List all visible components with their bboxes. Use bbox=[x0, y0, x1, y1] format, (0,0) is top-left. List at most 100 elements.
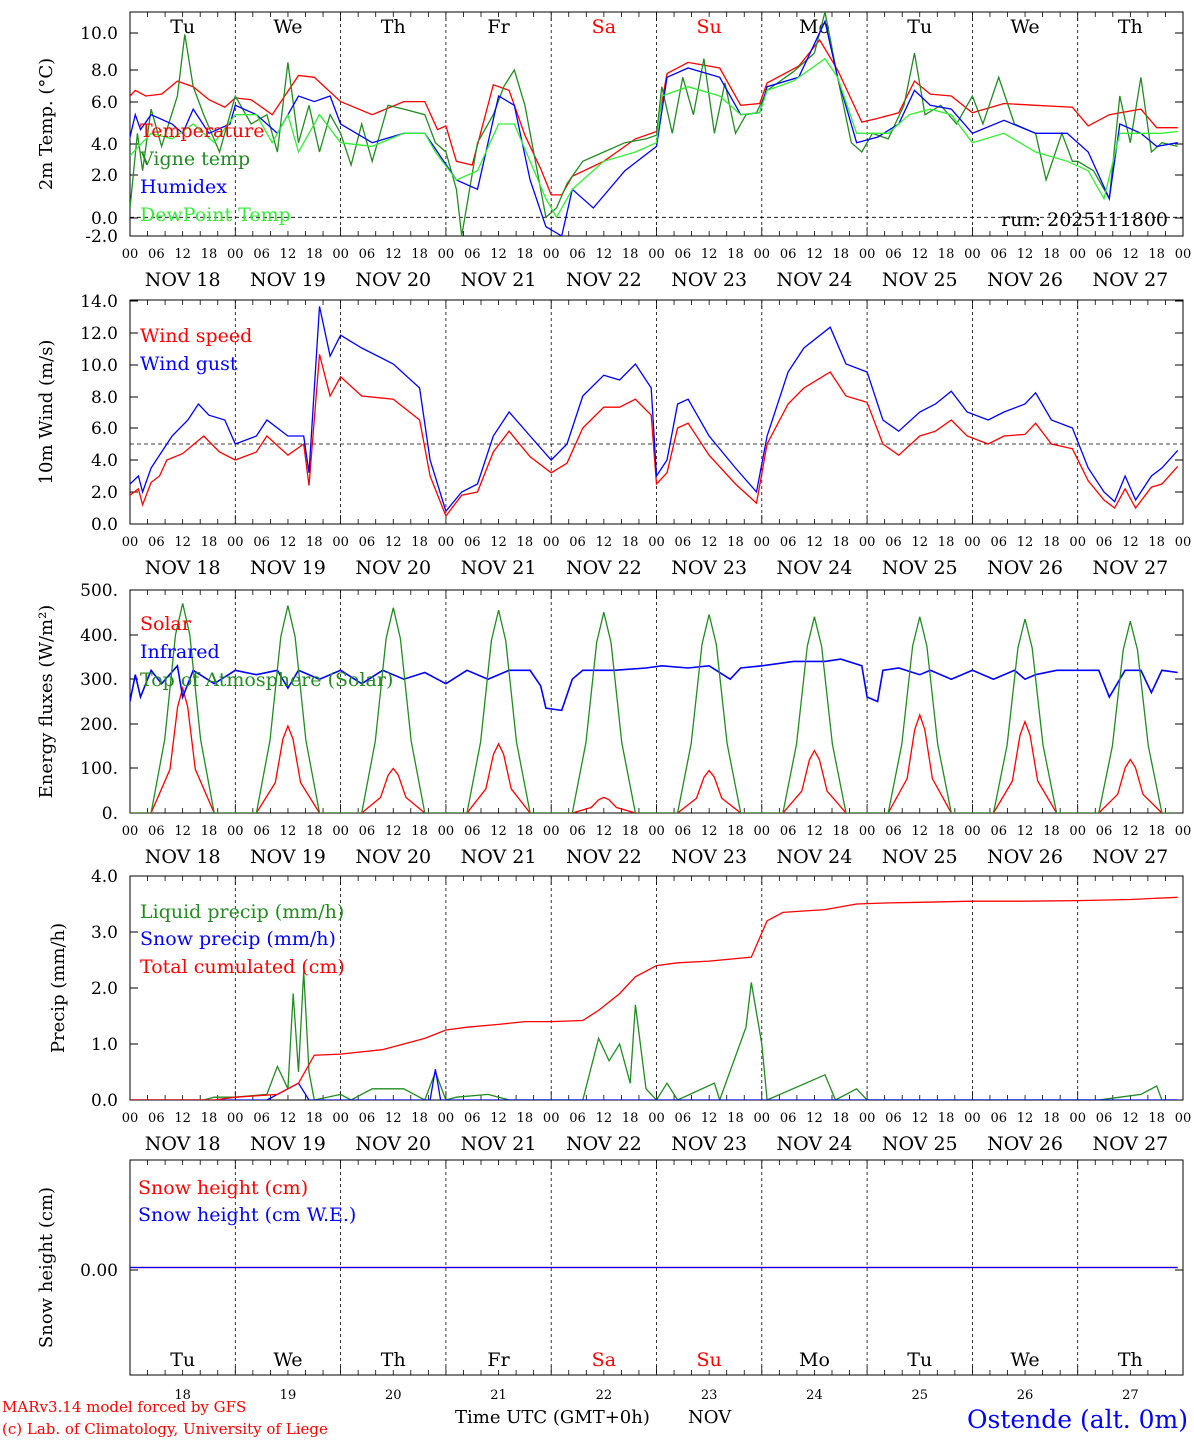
hour-tick-label: 06 bbox=[675, 824, 692, 839]
y-tick-label: 10.0 bbox=[80, 24, 118, 44]
hour-tick-label: 12 bbox=[490, 535, 507, 550]
hour-tick-label: 00 bbox=[332, 824, 349, 839]
hour-tick-label: 06 bbox=[675, 535, 692, 550]
date-label: NOV 22 bbox=[566, 1133, 642, 1155]
date-label: NOV 26 bbox=[987, 846, 1063, 868]
series-line-solar bbox=[130, 685, 1178, 813]
hour-tick-label: 06 bbox=[464, 1111, 481, 1126]
hour-tick-label: 06 bbox=[990, 1111, 1007, 1126]
hour-tick-label: 00 bbox=[332, 247, 349, 262]
date-label: NOV 18 bbox=[145, 557, 221, 579]
hour-tick-label: 00 bbox=[543, 1111, 560, 1126]
date-label: NOV 22 bbox=[566, 269, 642, 291]
hour-tick-label: 12 bbox=[490, 1111, 507, 1126]
hour-tick-label: 00 bbox=[122, 535, 139, 550]
date-label: NOV 25 bbox=[882, 269, 958, 291]
hour-tick-label: 06 bbox=[359, 824, 376, 839]
y-tick-label: 0. bbox=[102, 804, 118, 824]
date-label: NOV 21 bbox=[461, 846, 537, 868]
date-label: NOV 18 bbox=[145, 846, 221, 868]
weekday-label: Th bbox=[1118, 16, 1143, 38]
hour-tick-label: 18 bbox=[727, 1111, 744, 1126]
hour-tick-label: 00 bbox=[754, 1111, 771, 1126]
day-number-label: 27 bbox=[1122, 1388, 1139, 1403]
weekday-label: We bbox=[1010, 1349, 1039, 1371]
weekday-label: Sa bbox=[592, 16, 616, 38]
day-number-label: 19 bbox=[280, 1388, 297, 1403]
legend-item: Total cumulated (cm) bbox=[140, 956, 345, 978]
hour-tick-label: 00 bbox=[964, 535, 981, 550]
series-line-top-of-atmosphere-solar- bbox=[130, 603, 1178, 813]
hour-tick-label: 12 bbox=[1122, 247, 1139, 262]
hour-tick-label: 18 bbox=[306, 1111, 323, 1126]
hour-tick-label: 12 bbox=[806, 824, 823, 839]
weekday-label: We bbox=[273, 1349, 302, 1371]
hour-tick-label: 18 bbox=[306, 247, 323, 262]
y-tick-label: 6.0 bbox=[91, 93, 118, 113]
hour-tick-label: 18 bbox=[833, 824, 850, 839]
hour-tick-label: 00 bbox=[332, 1111, 349, 1126]
y-tick-label: 400. bbox=[80, 626, 118, 646]
hour-tick-label: 18 bbox=[411, 1111, 428, 1126]
hour-tick-label: 00 bbox=[1175, 1111, 1192, 1126]
y-tick-label: 8.0 bbox=[91, 61, 118, 81]
y-tick-label: 4.0 bbox=[91, 451, 118, 471]
hour-tick-label: 18 bbox=[833, 535, 850, 550]
series-line-vigne-temp bbox=[130, 12, 1178, 236]
hour-tick-label: 18 bbox=[411, 247, 428, 262]
y-tick-label: 0.00 bbox=[80, 1261, 118, 1281]
hour-tick-label: 06 bbox=[359, 535, 376, 550]
hour-tick-label: 12 bbox=[385, 247, 402, 262]
date-label: NOV 27 bbox=[1092, 1133, 1168, 1155]
x-axis-label: Time UTC (GMT+0h) bbox=[455, 1407, 650, 1428]
series-line-humidex bbox=[130, 19, 1178, 236]
hour-tick-label: 18 bbox=[727, 247, 744, 262]
hour-tick-label: 12 bbox=[385, 1111, 402, 1126]
date-label: NOV 20 bbox=[355, 1133, 431, 1155]
weekday-label: Th bbox=[381, 16, 406, 38]
hour-tick-label: 18 bbox=[622, 535, 639, 550]
hour-tick-label: 00 bbox=[227, 535, 244, 550]
hour-tick-label: 00 bbox=[1069, 247, 1086, 262]
hour-tick-label: 06 bbox=[990, 247, 1007, 262]
hour-tick-label: 12 bbox=[911, 824, 928, 839]
legend-item: Vigne temp bbox=[139, 148, 250, 170]
date-label: NOV 25 bbox=[882, 1133, 958, 1155]
panel-4: 0.0 1.0 2.0 3.0 4.0 Precip (mm/h) 00 06 12 18 NOV … bbox=[48, 867, 1191, 1155]
run-annotation: run: 2025111800 bbox=[1001, 209, 1168, 231]
y-tick-label: 2.0 bbox=[91, 166, 118, 186]
series-line-liquid-precip-mm-h- bbox=[130, 971, 1178, 1100]
hour-tick-label: 06 bbox=[464, 535, 481, 550]
day-number-label: 18 bbox=[174, 1388, 191, 1403]
hour-tick-label: 00 bbox=[754, 824, 771, 839]
hour-tick-label: 06 bbox=[885, 824, 902, 839]
hour-tick-label: 12 bbox=[701, 1111, 718, 1126]
hour-tick-label: 00 bbox=[648, 247, 665, 262]
hour-tick-label: 06 bbox=[569, 824, 586, 839]
hour-tick-label: 18 bbox=[938, 1111, 955, 1126]
hour-tick-label: 12 bbox=[911, 1111, 928, 1126]
hour-tick-label: 12 bbox=[174, 824, 191, 839]
date-label: NOV 24 bbox=[777, 557, 853, 579]
hour-tick-label: 00 bbox=[122, 247, 139, 262]
y-axis-label: Precip (mm/h) bbox=[48, 923, 69, 1053]
hour-tick-label: 18 bbox=[727, 824, 744, 839]
hour-tick-label: 12 bbox=[1122, 1111, 1139, 1126]
hour-tick-label: 00 bbox=[122, 1111, 139, 1126]
hour-tick-label: 06 bbox=[253, 1111, 270, 1126]
y-tick-label: 500. bbox=[80, 581, 118, 601]
y-tick-label: -2.0 bbox=[85, 227, 118, 247]
plot-frame bbox=[129, 299, 1184, 525]
series-line-dewpoint-temp bbox=[130, 57, 1178, 219]
hour-tick-label: 12 bbox=[911, 247, 928, 262]
hour-tick-label: 12 bbox=[701, 535, 718, 550]
series-line-wind-speed bbox=[130, 354, 1179, 518]
hour-tick-label: 12 bbox=[280, 535, 297, 550]
legend-item: Humidex bbox=[140, 176, 227, 198]
hour-tick-label: 00 bbox=[1069, 824, 1086, 839]
weekday-label: Tu bbox=[907, 1349, 932, 1371]
hour-tick-label: 12 bbox=[385, 824, 402, 839]
hour-tick-label: 00 bbox=[438, 247, 455, 262]
day-number-label: 26 bbox=[1017, 1388, 1034, 1403]
hour-tick-label: 12 bbox=[280, 824, 297, 839]
